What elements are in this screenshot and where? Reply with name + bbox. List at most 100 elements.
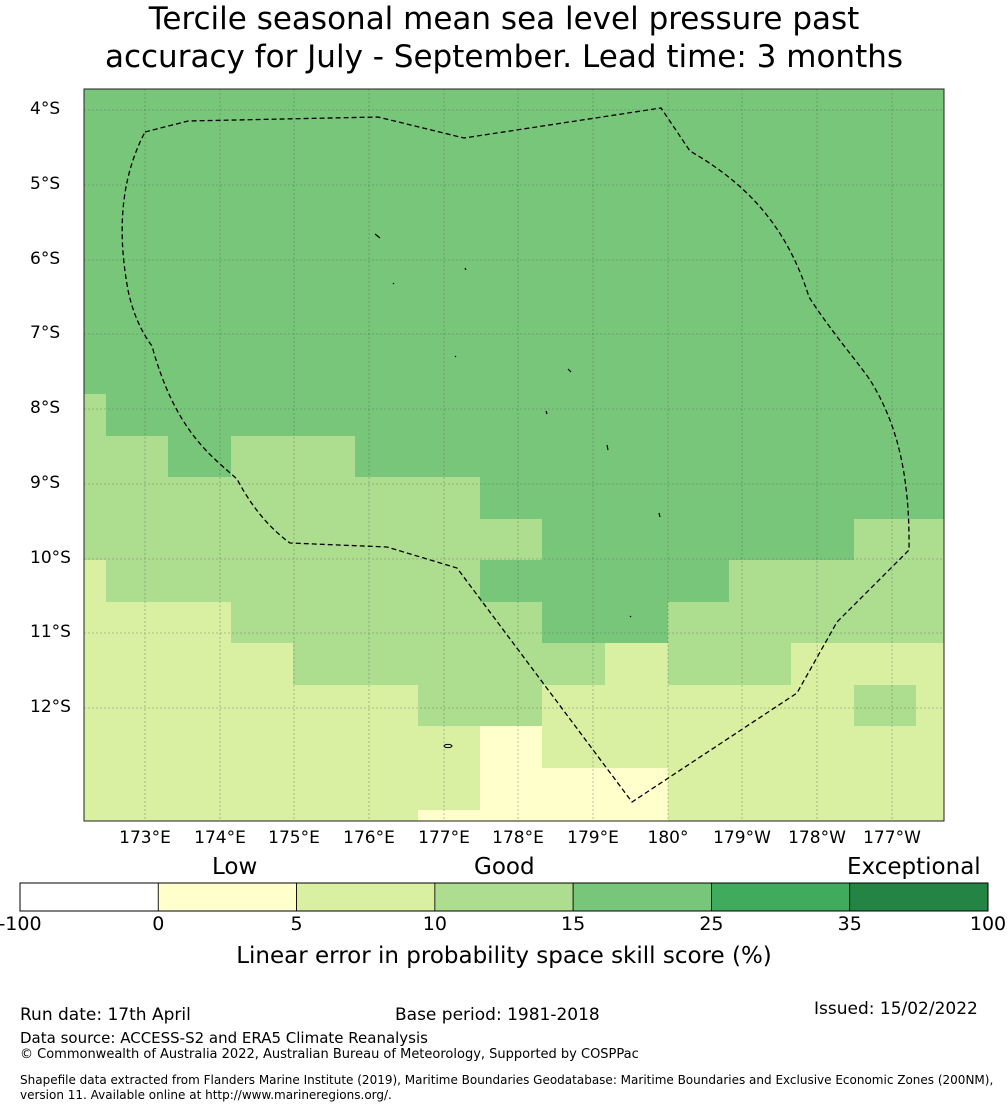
grid-cell (542, 685, 854, 726)
colorbar-bin (711, 882, 851, 912)
colorbar-bin (19, 882, 159, 912)
island-outline (464, 267, 467, 271)
latitude-label: 4°S (30, 99, 61, 119)
longitude-label: 175°E (268, 828, 320, 848)
longitude-label: 178°E (492, 828, 544, 848)
issued-date: Issued: 15/02/2022 (814, 999, 978, 1019)
grid-cell (84, 560, 106, 602)
colorbar-bin (849, 882, 989, 912)
island-outline (658, 512, 661, 518)
colorbar-tick-label: 25 (699, 913, 724, 935)
colorbar-tick-label: -100 (0, 913, 42, 935)
map-frame (83, 88, 945, 822)
colorbar (19, 882, 989, 912)
grid-cell (231, 436, 355, 477)
grid-cell (418, 810, 668, 821)
grid-cell (668, 810, 944, 821)
colorbar-category-label: Low (212, 854, 258, 880)
grid-cell (668, 643, 791, 685)
grid-cell (668, 768, 944, 810)
longitude-label: 179°W (713, 828, 771, 848)
grid-cell (84, 768, 480, 810)
grid-cell (84, 810, 418, 821)
grid-cell (84, 436, 168, 477)
colorbar-bin (572, 882, 712, 912)
island-outline (454, 355, 457, 358)
base-period: Base period: 1981-2018 (395, 1005, 600, 1025)
latitude-label: 10°S (30, 548, 71, 568)
latitude-label: 11°S (30, 622, 71, 642)
latitude-label: 9°S (30, 473, 61, 493)
grid-cell (106, 394, 944, 436)
skill-score-grid (84, 89, 944, 821)
longitude-label: 178°W (788, 828, 846, 848)
latitude-label: 12°S (30, 697, 71, 717)
colorbar-tick-label: 5 (290, 913, 303, 935)
grid-cell (84, 685, 418, 726)
grid-cell (84, 602, 231, 643)
latitude-label: 8°S (30, 398, 61, 418)
grid-cell (84, 394, 106, 436)
longitude-label: 173°E (119, 828, 171, 848)
longitude-label: 176°E (343, 828, 395, 848)
island-outline (606, 444, 609, 451)
grid-cell (854, 685, 916, 726)
grid-cell (542, 519, 854, 560)
grid-cell (480, 768, 668, 810)
latitude-label: 7°S (30, 323, 61, 343)
grid-cell (293, 643, 605, 685)
grid-cell (791, 643, 944, 685)
grid-cell (854, 519, 944, 560)
colorbar-category-label: Exceptional (847, 854, 981, 880)
island-outline (374, 233, 381, 239)
colorbar-tick-label: 15 (561, 913, 586, 935)
latitude-label: 5°S (30, 174, 61, 194)
latitude-label: 6°S (30, 249, 61, 269)
islands (374, 233, 661, 749)
grid-cell (480, 726, 542, 768)
map-title-line-1: Tercile seasonal mean sea level pressure… (148, 1, 860, 37)
grid-cell (668, 602, 944, 643)
copyright-notice: © Commonwealth of Australia 2022, Austra… (20, 1047, 639, 1062)
longitude-label: 179°E (567, 828, 619, 848)
grid-cell (542, 602, 668, 643)
grid-cell (605, 643, 668, 685)
grid-cell (84, 89, 944, 394)
grid-cell (84, 643, 293, 685)
grid-cell (418, 685, 542, 726)
grid-cell (84, 726, 480, 768)
longitude-label: 180° (647, 828, 689, 848)
shapefile-credit-line-2: version 11. Available online at http://w… (20, 1088, 392, 1102)
grid-cell (542, 726, 944, 768)
longitude-label: 177°E (418, 828, 470, 848)
colorbar-title: Linear error in probability space skill … (236, 943, 772, 969)
map-title-line-2: accuracy for July - September. Lead time… (104, 39, 904, 75)
colorbar-tick-label: 35 (837, 913, 862, 935)
grid-cell (106, 560, 480, 602)
colorbar-bin (157, 882, 297, 912)
grid-cell (84, 519, 542, 560)
colorbar-category-label: Good (474, 854, 535, 880)
eez-boundary (121, 107, 910, 803)
colorbar-tick-label: 10 (422, 913, 447, 935)
colorbar-bin (296, 882, 436, 912)
colorbar-tick-label: 0 (152, 913, 165, 935)
island-outline (545, 410, 548, 415)
colorbar-bin (434, 882, 574, 912)
island-outline (443, 743, 453, 749)
grid-cell (84, 477, 480, 519)
shapefile-credit-line-1: Shapefile data extracted from Flanders M… (20, 1073, 994, 1087)
run-date: Run date: 17th April (20, 1005, 191, 1025)
longitude-label: 177°W (863, 828, 921, 848)
data-source: Data source: ACCESS-S2 and ERA5 Climate … (20, 1029, 428, 1047)
grid-cell (729, 560, 944, 602)
longitude-label: 174°E (194, 828, 246, 848)
grid-cell (480, 477, 944, 519)
grid-cell (231, 602, 542, 643)
grid-cell (916, 685, 944, 726)
island-outline (567, 368, 572, 373)
grid-cell (480, 560, 729, 602)
colorbar-tick-label: 100 (969, 913, 1007, 935)
island-outline (629, 615, 632, 618)
